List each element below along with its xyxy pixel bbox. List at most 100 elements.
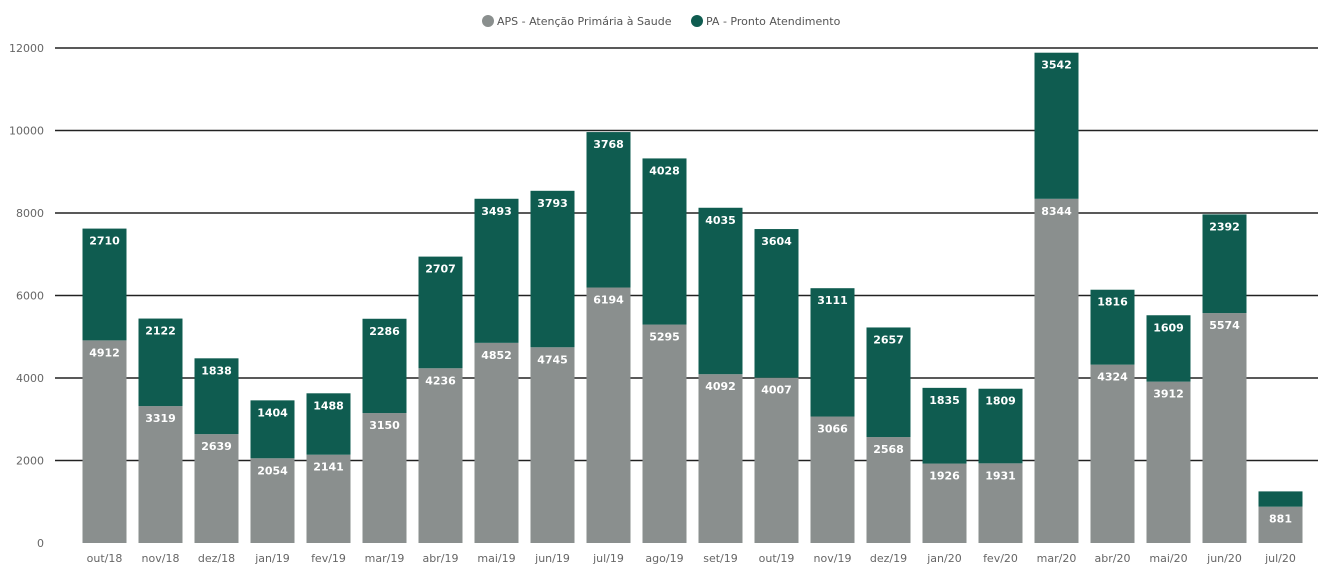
bar-pa-jul-20[interactable] [1258,491,1303,507]
bar-pa-ago-19[interactable] [642,158,687,325]
bar-pa-fev-20[interactable] [978,388,1023,464]
legend-marker-1[interactable] [691,15,703,27]
bar-aps-jan-19[interactable] [250,458,295,543]
data-label-pa: 1838 [201,364,232,377]
bar-aps-jul-20[interactable] [1258,506,1303,543]
bar-aps-nov-19[interactable] [810,416,855,543]
data-label-aps: 4852 [481,349,512,362]
x-tick-label: mai/20 [1149,552,1187,565]
data-label-aps: 4324 [1097,371,1128,384]
data-label-aps: 3319 [145,412,176,425]
legend-label-0[interactable]: APS - Atenção Primária à Saude [497,15,672,28]
legend-label-1[interactable]: PA - Pronto Atendimento [706,15,841,28]
x-tick-label: nov/19 [814,552,852,565]
legend: APS - Atenção Primária à Saude PA - Pront… [482,15,841,28]
bar-aps-jul-19[interactable] [586,287,631,543]
data-label-aps: 3912 [1153,388,1184,401]
bar-pa-set-19[interactable] [698,207,743,375]
x-tick-label: abr/19 [423,552,459,565]
bar-pa-jul-19[interactable] [586,132,631,288]
y-tick-label: 0 [37,537,44,550]
data-label-aps: 2568 [873,443,904,456]
bar-aps-out-19[interactable] [754,377,799,543]
bar-aps-mar-20[interactable] [1034,198,1079,543]
data-label-pa: 3604 [761,235,792,248]
data-label-aps: 4236 [425,374,456,387]
x-tick-label: mai/19 [477,552,515,565]
data-label-aps: 3066 [817,423,848,436]
data-label-aps: 1926 [929,470,960,483]
y-tick-label: 12000 [9,42,44,55]
data-label-pa: 1835 [929,394,960,407]
data-label-aps: 2141 [313,461,344,474]
data-label-pa: 2286 [369,325,400,338]
bar-pa-mar-19[interactable] [362,318,407,414]
bar-aps-mar-19[interactable] [362,413,407,543]
bar-aps-fev-19[interactable] [306,454,351,543]
bar-pa-nov-18[interactable] [138,318,183,407]
data-label-pa: 2657 [873,333,904,346]
bar-aps-dez-18[interactable] [194,434,239,543]
x-tick-label: jun/20 [1206,552,1242,565]
bar-pa-mai-19[interactable] [474,198,519,343]
bar-aps-out-18[interactable] [82,340,127,543]
bar-pa-jan-20[interactable] [922,387,967,464]
bar-pa-out-18[interactable] [82,228,127,341]
bar-pa-abr-19[interactable] [418,256,463,369]
x-tick-label: jan/20 [926,552,961,565]
y-tick-label: 6000 [16,290,44,303]
legend-marker-0[interactable] [482,15,494,27]
data-label-pa: 1809 [985,395,1016,408]
data-label-aps: 4092 [705,380,736,393]
x-tick-label: fev/20 [983,552,1018,565]
bar-pa-nov-19[interactable] [810,288,855,417]
data-label-aps: 4007 [761,384,792,397]
bar-aps-abr-20[interactable] [1090,364,1135,543]
bar-pa-mar-20[interactable] [1034,52,1079,199]
data-label-aps: 8344 [1041,205,1072,218]
data-label-aps: 5574 [1209,319,1240,332]
data-label-pa: 2707 [425,263,456,276]
bar-aps-set-19[interactable] [698,374,743,543]
data-label-aps: 5295 [649,331,680,344]
x-tick-label: jun/19 [534,552,570,565]
data-label-aps: 3150 [369,419,400,432]
bar-aps-abr-19[interactable] [418,368,463,543]
bar-aps-dez-19[interactable] [866,437,911,543]
data-label-aps: 6194 [593,293,624,306]
bar-aps-mai-20[interactable] [1146,381,1191,543]
bar-aps-fev-20[interactable] [978,463,1023,543]
bar-pa-jun-20[interactable] [1202,214,1247,314]
data-label-pa: 1609 [1153,321,1184,334]
bar-pa-jun-19[interactable] [530,190,575,348]
bar-aps-jan-20[interactable] [922,463,967,543]
data-label-pa: 3793 [537,197,568,210]
bar-pa-mai-20[interactable] [1146,315,1191,382]
bar-aps-ago-19[interactable] [642,324,687,543]
data-label-aps: 1931 [985,469,1016,482]
y-axis: 0 2000 4000 6000 8000 10000 12000 [9,42,44,550]
bars: 4912 2710 3319 2122 2639 1838 2054 1404 2141 1488… [82,52,1303,543]
x-tick-label: ago/19 [645,552,683,565]
bar-aps-mai-19[interactable] [474,342,519,543]
bar-pa-out-19[interactable] [754,229,799,378]
bar-aps-jun-19[interactable] [530,347,575,543]
bar-pa-abr-20[interactable] [1090,289,1135,365]
bar-pa-fev-19[interactable] [306,393,351,455]
x-tick-label: dez/18 [198,552,235,565]
x-tick-label: abr/20 [1095,552,1131,565]
bar-pa-jan-19[interactable] [250,400,295,459]
data-label-pa: 4028 [649,164,680,177]
x-tick-label: mar/20 [1037,552,1077,565]
data-label-pa: 1816 [1097,296,1128,309]
data-label-aps: 881 [1269,513,1292,526]
bar-aps-jun-20[interactable] [1202,313,1247,543]
x-axis: out/18 nov/18 dez/18 jan/19 fev/19 mar/19 abr/… [87,552,1296,565]
x-tick-label: jul/19 [592,552,624,565]
data-label-aps: 4912 [89,346,120,359]
bar-aps-nov-18[interactable] [138,406,183,543]
data-label-pa: 3542 [1041,59,1072,72]
bar-pa-dez-18[interactable] [194,358,239,435]
bar-pa-dez-19[interactable] [866,327,911,438]
